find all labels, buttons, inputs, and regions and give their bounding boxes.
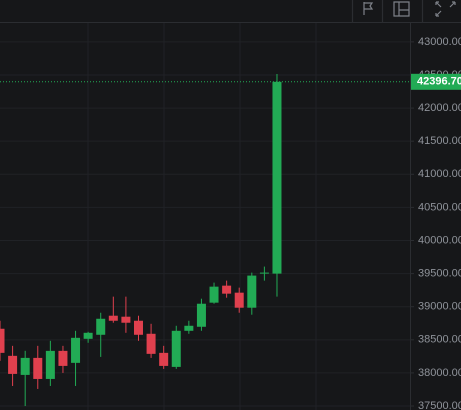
y-tick-label: 41000.00: [418, 168, 461, 180]
y-tick-label: 37500.00: [418, 400, 461, 410]
candle-body: [83, 332, 93, 339]
y-tick-label: 39500.00: [418, 268, 461, 280]
candle-body: [247, 275, 257, 308]
candle-body: [121, 316, 131, 323]
y-tick-label: 40000.00: [418, 234, 461, 246]
candle-body: [133, 320, 143, 335]
candle-body: [272, 81, 282, 274]
layout-icon[interactable]: [393, 1, 410, 17]
candle-body: [222, 285, 232, 294]
last-price-box: [411, 73, 461, 90]
candle-body: [171, 330, 181, 367]
plot: [0, 41, 410, 407]
candle-body: [209, 286, 219, 303]
toolbar: [351, 0, 456, 22]
y-tick-label: 38000.00: [418, 367, 461, 379]
candle-body: [196, 303, 206, 327]
y-tick-label: 43000.00: [418, 36, 461, 48]
fullscreen-icon[interactable]: [435, 1, 456, 17]
candle-body: [184, 325, 194, 331]
candle-body: [33, 357, 43, 379]
y-tick-label: 40500.00: [418, 201, 461, 213]
candle-body: [71, 337, 81, 363]
v-grid: [87, 22, 317, 410]
candle-body: [234, 292, 244, 308]
y-tick-label: 39000.00: [418, 301, 461, 313]
y-tick-label: 42000.00: [418, 102, 461, 114]
candle-body: [0, 328, 5, 353]
candle-body: [96, 318, 106, 335]
candle-body: [45, 350, 55, 379]
candle-body: [58, 350, 68, 366]
y-tick-label: 41500.00: [418, 135, 461, 147]
candle-body: [259, 272, 269, 274]
last-price-label: 42396.70: [417, 76, 461, 88]
candle-body: [159, 352, 169, 366]
candle-body: [108, 315, 118, 321]
y-tick-label: 38500.00: [418, 334, 461, 346]
flag-icon[interactable]: [363, 2, 374, 15]
candle-body: [146, 333, 156, 354]
candle-body: [8, 355, 18, 374]
candle-body: [20, 357, 30, 375]
